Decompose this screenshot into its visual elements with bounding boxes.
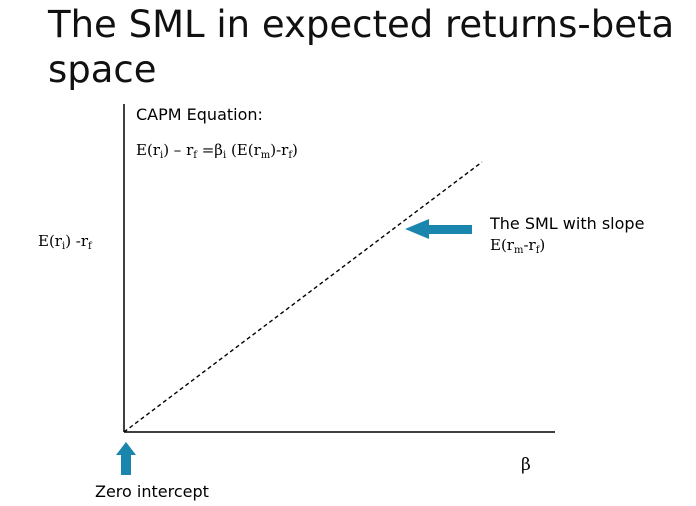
capm-equation: E(ri) – rf =βi (E(rm)-rf) (136, 141, 298, 161)
slide-title: The SML in expected returns-beta space (48, 3, 675, 91)
sml-line (123, 161, 483, 433)
x-axis-label: β (521, 455, 531, 475)
intercept-arrow-icon (116, 442, 136, 475)
capm-heading: CAPM Equation: (136, 105, 263, 124)
sml-label: The SML with slope E(rm-rf) (490, 214, 645, 256)
sml-pointer-arrow-icon (405, 219, 472, 239)
zero-intercept-label: Zero intercept (95, 482, 209, 501)
y-axis-label: E(ri) -rf (38, 232, 92, 252)
